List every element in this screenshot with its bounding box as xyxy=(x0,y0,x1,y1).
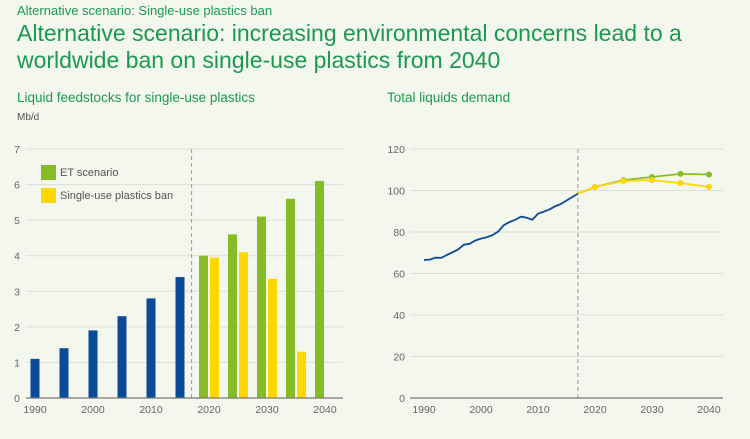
bar-historical-1990 xyxy=(30,358,40,398)
bar-historical-2010 xyxy=(146,298,156,398)
point-single-use-plastics-ban-2035 xyxy=(677,180,684,187)
y-tick-label: 6 xyxy=(14,180,20,192)
y-tick-label: 1 xyxy=(14,357,20,369)
page-title: Alternative scenario: increasing environ… xyxy=(17,20,682,73)
bar-et-scenario-2020 xyxy=(199,255,208,398)
bar-single-use-plastics-ban-2035 xyxy=(297,351,306,398)
y-tick-label: 60 xyxy=(393,269,405,281)
x-tick-label: 1990 xyxy=(412,404,436,416)
x-tick-label: 2040 xyxy=(313,404,337,416)
y-tick-label: 100 xyxy=(387,186,405,198)
y-tick-label: 5 xyxy=(14,215,20,227)
y-tick-label: 0 xyxy=(14,393,20,405)
point-et-scenario-2035 xyxy=(677,170,684,177)
y-tick-label: 4 xyxy=(14,251,20,263)
point-single-use-plastics-ban-2025 xyxy=(620,177,627,184)
y-tick-label: 120 xyxy=(387,144,405,156)
bar-et-scenario-2040 xyxy=(315,181,324,398)
y-tick-label: 80 xyxy=(393,227,405,239)
x-tick-label: 2020 xyxy=(197,404,221,416)
bar-historical-2015 xyxy=(175,277,185,398)
x-tick-label: 2010 xyxy=(526,404,550,416)
bar-single-use-plastics-ban-2025 xyxy=(239,252,248,398)
x-tick-label: 2030 xyxy=(255,404,279,416)
bar-single-use-plastics-ban-2020 xyxy=(210,257,219,398)
feedstocks-bar-chart: 0 1 2 3 4 5 6 7 1990 2000 2010 2020 2030 2040 ET scena… xyxy=(14,144,343,416)
x-tick-label: 1990 xyxy=(23,404,47,416)
legend-swatch xyxy=(41,165,56,180)
point-single-use-plastics-ban-2040 xyxy=(706,183,712,190)
y-tick-label: 40 xyxy=(393,310,405,322)
bar-et-scenario-2030 xyxy=(257,216,266,398)
left-chart-unit: Mb/d xyxy=(17,112,40,123)
legend-label: Single-use plastics ban xyxy=(60,190,173,202)
section-kicker: Alternative scenario: Single-use plastic… xyxy=(17,3,273,18)
x-tick-label: 2030 xyxy=(640,404,664,416)
y-tick-label: 0 xyxy=(399,393,405,405)
line-single-use-plastics-ban xyxy=(577,179,710,195)
x-tick-label: 2010 xyxy=(139,404,163,416)
bar-historical-1995 xyxy=(59,348,69,398)
right-chart-title: Total liquids demand xyxy=(387,90,511,105)
bar-historical-2000 xyxy=(88,330,98,398)
bar-et-scenario-2025 xyxy=(228,234,237,398)
bar-single-use-plastics-ban-2030 xyxy=(268,278,277,398)
x-tick-label: 2020 xyxy=(583,404,607,416)
line-historical xyxy=(423,192,579,261)
x-tick-label: 2000 xyxy=(469,404,493,416)
x-tick-label: 2040 xyxy=(697,404,721,416)
bar-historical-2005 xyxy=(117,316,127,398)
y-tick-label: 3 xyxy=(14,286,20,298)
left-chart-title: Liquid feedstocks for single-use plastic… xyxy=(17,90,255,105)
bar-et-scenario-2035 xyxy=(286,198,295,398)
y-tick-label: 7 xyxy=(14,144,20,156)
point-single-use-plastics-ban-2030 xyxy=(649,177,655,184)
legend-swatch xyxy=(41,188,56,203)
point-single-use-plastics-ban-2020 xyxy=(592,183,598,190)
point-et-scenario-2040 xyxy=(706,171,712,178)
legend-label: ET scenario xyxy=(60,167,119,179)
y-tick-label: 2 xyxy=(14,322,20,334)
y-tick-label: 20 xyxy=(393,352,405,364)
x-tick-label: 2000 xyxy=(81,404,105,416)
